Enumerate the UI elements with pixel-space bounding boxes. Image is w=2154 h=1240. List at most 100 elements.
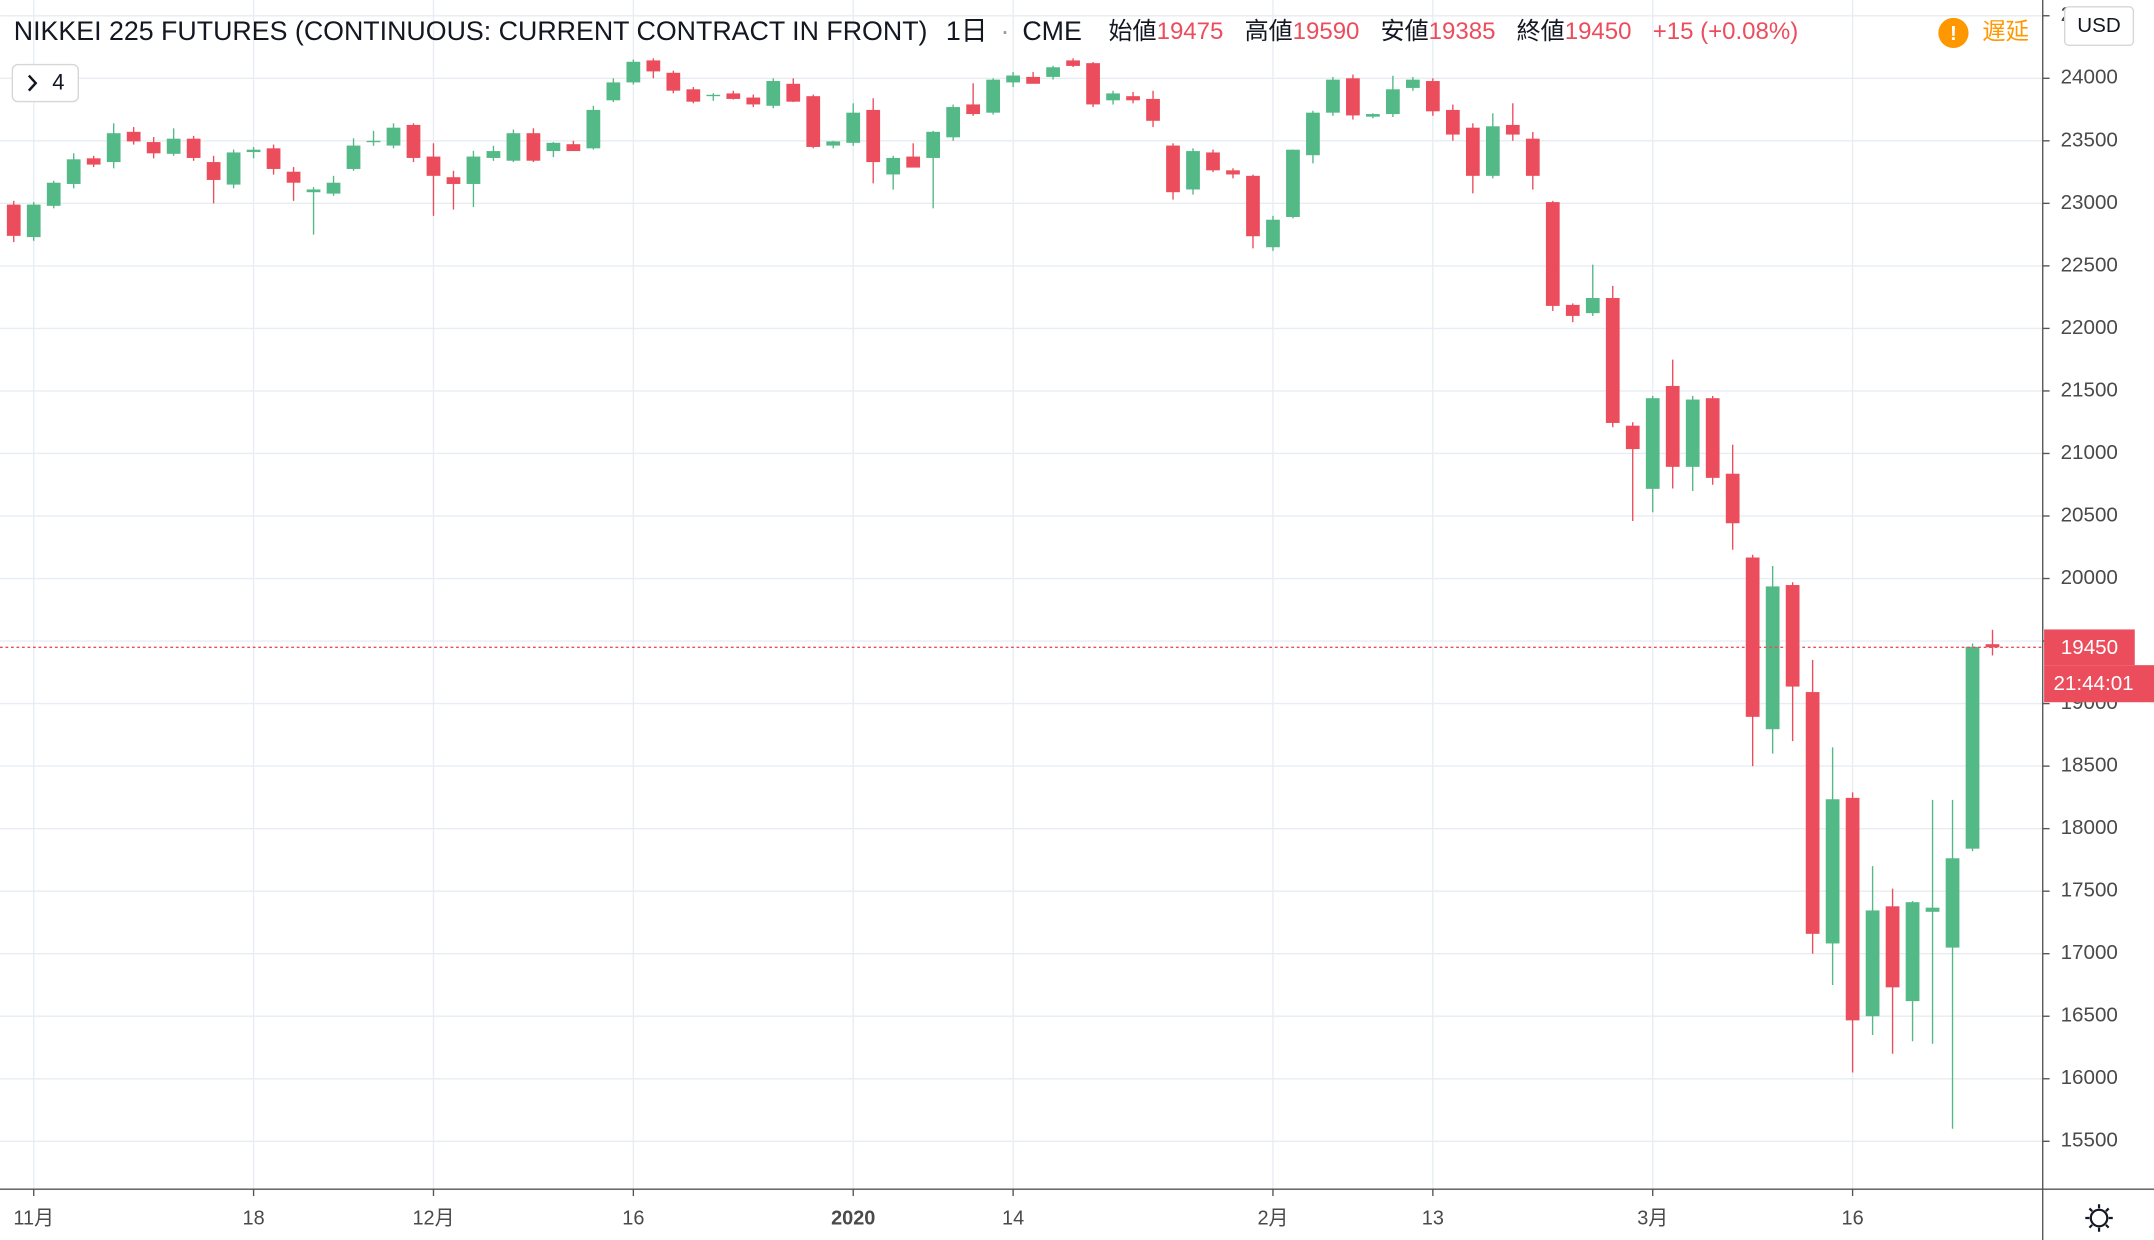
y-tick-label: 15500	[2061, 1129, 2118, 1152]
candle-body	[726, 93, 741, 99]
y-tick-label: 16500	[2061, 1004, 2118, 1027]
candle-body	[666, 72, 681, 91]
axis-labels: 1550016000165001700017500180001850019000…	[13, 3, 2154, 1230]
candle-body	[1186, 151, 1200, 190]
y-tick-label: 21000	[2061, 441, 2118, 464]
currency-button[interactable]: USD	[2064, 6, 2135, 47]
candle-body	[446, 177, 461, 184]
x-tick-label: 16	[622, 1208, 644, 1230]
candle-body	[1985, 644, 2000, 648]
candle-body	[1346, 78, 1360, 116]
candle-body	[266, 148, 281, 169]
candle-body	[1406, 79, 1420, 88]
candle-body	[6, 204, 21, 236]
x-tick-label: 14	[1002, 1208, 1024, 1230]
candle-body	[1246, 175, 1260, 237]
candle-body	[1705, 398, 1720, 478]
candle-body	[1825, 799, 1840, 944]
candle-body	[586, 109, 601, 149]
candle-body	[1725, 473, 1740, 524]
toggle-button[interactable]	[11, 63, 79, 103]
candle-body	[986, 79, 1001, 113]
y-tick-label: 24000	[2061, 66, 2118, 89]
y-tick-label: 22000	[2061, 316, 2118, 339]
chevron-icon	[27, 74, 38, 92]
candle-body	[1266, 219, 1280, 248]
high-label: 高値	[1245, 18, 1293, 45]
candle-body	[366, 140, 381, 143]
candle-body	[1306, 112, 1320, 156]
candle-body	[1286, 149, 1300, 217]
warning-icon	[1938, 17, 1969, 49]
candle-body	[1326, 79, 1340, 113]
candle-body	[286, 171, 301, 183]
candle-body	[226, 152, 241, 185]
candle-body	[1026, 76, 1040, 84]
open-value: 19475	[1157, 18, 1224, 45]
candle-body	[1106, 93, 1120, 101]
candle-body	[1925, 907, 1940, 912]
candle-body	[166, 138, 181, 154]
interval: 1日	[946, 16, 988, 46]
settings-icon	[2089, 1208, 2109, 1228]
candle-body	[486, 151, 501, 158]
candle-body	[1845, 797, 1860, 1021]
candle-body	[46, 182, 61, 206]
candle-body	[206, 162, 221, 180]
candle-body	[566, 144, 581, 152]
candle-body	[326, 182, 341, 194]
last-price-label: 19450	[2061, 636, 2118, 659]
candle-body	[1645, 398, 1660, 489]
legend-header: NIKKEI 225 FUTURES (CONTINUOUS: CURRENT …	[14, 16, 1799, 46]
x-tick-label: 2020	[831, 1208, 875, 1230]
candle-body	[1585, 298, 1600, 314]
x-tick-label: 3月	[1637, 1208, 1668, 1230]
candle-body	[526, 133, 541, 161]
delay-badge[interactable]: ! 遅延	[1938, 17, 2029, 49]
y-tick-label: 17000	[2061, 941, 2118, 964]
candle-body	[386, 127, 401, 146]
candle-body	[1086, 63, 1100, 105]
candle-body	[1665, 385, 1680, 467]
candle-body	[1386, 89, 1400, 115]
candle-body	[846, 112, 861, 143]
candle-body	[1625, 425, 1640, 450]
currency-label: USD	[2077, 14, 2120, 37]
currency-box[interactable]	[2064, 6, 2135, 47]
candle-body	[1865, 910, 1880, 1017]
candle-body	[466, 156, 481, 184]
y-tick-label: 18500	[2061, 754, 2118, 777]
y-tick-label: 20500	[2061, 503, 2118, 526]
candle-body	[1745, 557, 1760, 717]
y-tick-label: 22500	[2061, 253, 2118, 276]
candle-body	[1685, 399, 1700, 467]
candle-body	[1146, 98, 1160, 121]
candle-body	[866, 109, 881, 163]
y-tick-label: 16000	[2061, 1066, 2118, 1089]
candle-body	[1066, 60, 1080, 66]
candle-body	[686, 89, 701, 102]
x-tick-label: 2月	[1257, 1208, 1288, 1230]
low-label: 安値	[1381, 18, 1429, 45]
high-value: 19590	[1293, 18, 1360, 45]
candle-body	[746, 97, 761, 105]
candle-body	[1206, 152, 1220, 171]
candle-body	[926, 131, 941, 158]
candle-body	[706, 94, 721, 97]
candle-body	[146, 142, 161, 154]
candle-body	[1905, 902, 1920, 1002]
y-tick-label: 23500	[2061, 128, 2118, 151]
candle-body	[1545, 202, 1560, 306]
candle-body	[406, 124, 421, 158]
candle-body	[106, 133, 121, 163]
low-value: 19385	[1429, 18, 1496, 45]
y-tick-label: 18000	[2061, 816, 2118, 839]
exchange: CME	[1022, 16, 1081, 46]
indicators-toggle[interactable]: 4	[11, 63, 79, 103]
candle-body	[1605, 298, 1620, 423]
candle-body	[966, 104, 981, 115]
x-tick-label: 13	[1422, 1208, 1444, 1230]
grid	[0, 0, 2043, 1190]
